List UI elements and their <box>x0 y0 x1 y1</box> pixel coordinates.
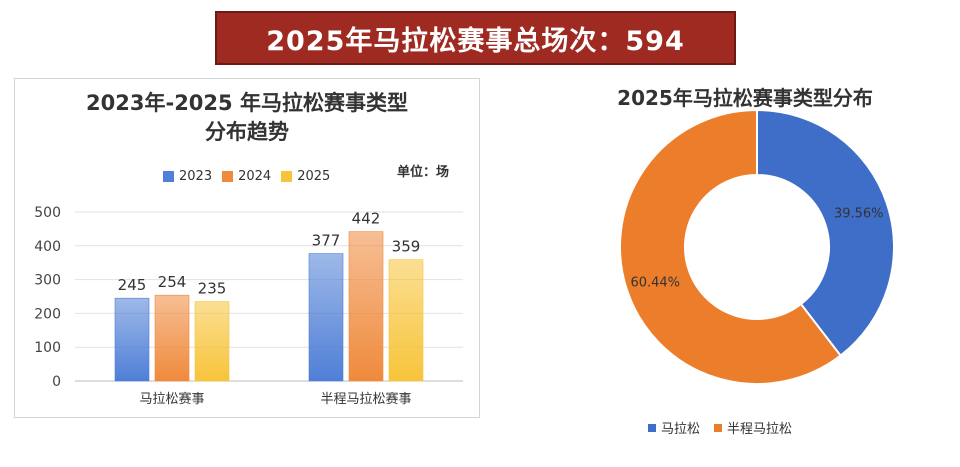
pie-value-label: 60.44% <box>630 276 680 291</box>
x-category-label: 马拉松赛事 <box>139 391 204 407</box>
bar-chart-plot: 0 100 200 300 400 500 245 254 235 马拉松赛事 377 442 359 半… <box>34 205 463 407</box>
page-banner: 2025年马拉松赛事总场次：594 <box>215 11 736 65</box>
legend-item-2025: 2025 <box>281 169 330 184</box>
pie-chart-title: 2025年马拉松赛事类型分布 <box>617 86 873 110</box>
bar-chart-legend: 2023 2024 2025 <box>163 169 330 184</box>
pie-value-label: 39.56% <box>834 206 884 221</box>
x-category-label: 半程马拉松赛事 <box>320 391 411 407</box>
bar-value-label: 442 <box>352 210 381 228</box>
legend-label-2025: 2025 <box>297 169 331 184</box>
bar-2023-0 <box>114 297 150 382</box>
y-tick-label: 200 <box>34 306 61 322</box>
bar-value-label: 359 <box>392 238 421 256</box>
bar-value-label: 254 <box>158 273 187 291</box>
legend-item-2024: 2024 <box>222 169 271 184</box>
bar-value-label: 235 <box>198 280 227 298</box>
legend-item-2023: 2023 <box>163 169 212 184</box>
y-tick-label: 100 <box>34 340 61 356</box>
bar-2024-1 <box>348 231 384 382</box>
y-tick-label: 300 <box>34 273 61 289</box>
bar-chart-panel: 2023年-2025 年马拉松赛事类型 分布趋势 2023 2024 2025 … <box>14 78 480 418</box>
legend-label-2023: 2023 <box>179 169 213 184</box>
legend-swatch-2023 <box>163 171 174 182</box>
bar-chart-title: 2023年-2025 年马拉松赛事类型 分布趋势 <box>15 89 479 147</box>
y-tick-label: 500 <box>34 205 61 221</box>
y-tick-label: 400 <box>34 239 61 255</box>
pie-legend-label-half-marathon: 半程马拉松 <box>727 422 793 437</box>
pie-slice-1 <box>619 108 842 385</box>
unit-label: 单位：场 <box>397 165 450 180</box>
bar-2025-1 <box>388 259 424 382</box>
pie-legend-label-marathon: 马拉松 <box>661 422 701 437</box>
pie-slice-0 <box>756 108 895 357</box>
pie-legend-swatch-marathon <box>648 423 656 432</box>
legend-label-2024: 2024 <box>238 169 272 184</box>
bar-2024-0 <box>154 294 190 382</box>
bar-value-label: 245 <box>118 276 147 294</box>
bar-2025-0 <box>194 301 230 382</box>
pie-legend-swatch-half-marathon <box>714 423 723 432</box>
pie-legend-item-half-marathon: 半程马拉松 <box>714 418 792 437</box>
banner-text: 2025年马拉松赛事总场次：594 <box>266 25 685 57</box>
bar-2023-1 <box>308 253 344 382</box>
y-tick-label: 0 <box>52 374 61 390</box>
legend-swatch-2025 <box>281 171 293 182</box>
legend-swatch-2024 <box>222 171 234 182</box>
pie-legend-item-marathon: 马拉松 <box>648 418 700 437</box>
bar-chart-title-line1: 2023年-2025 年马拉松赛事类型 <box>86 91 408 115</box>
bar-value-label: 377 <box>312 232 341 250</box>
bar-chart-title-line2: 分布趋势 <box>205 120 289 144</box>
pie-chart-legend: 马拉松 半程马拉松 <box>648 418 792 437</box>
